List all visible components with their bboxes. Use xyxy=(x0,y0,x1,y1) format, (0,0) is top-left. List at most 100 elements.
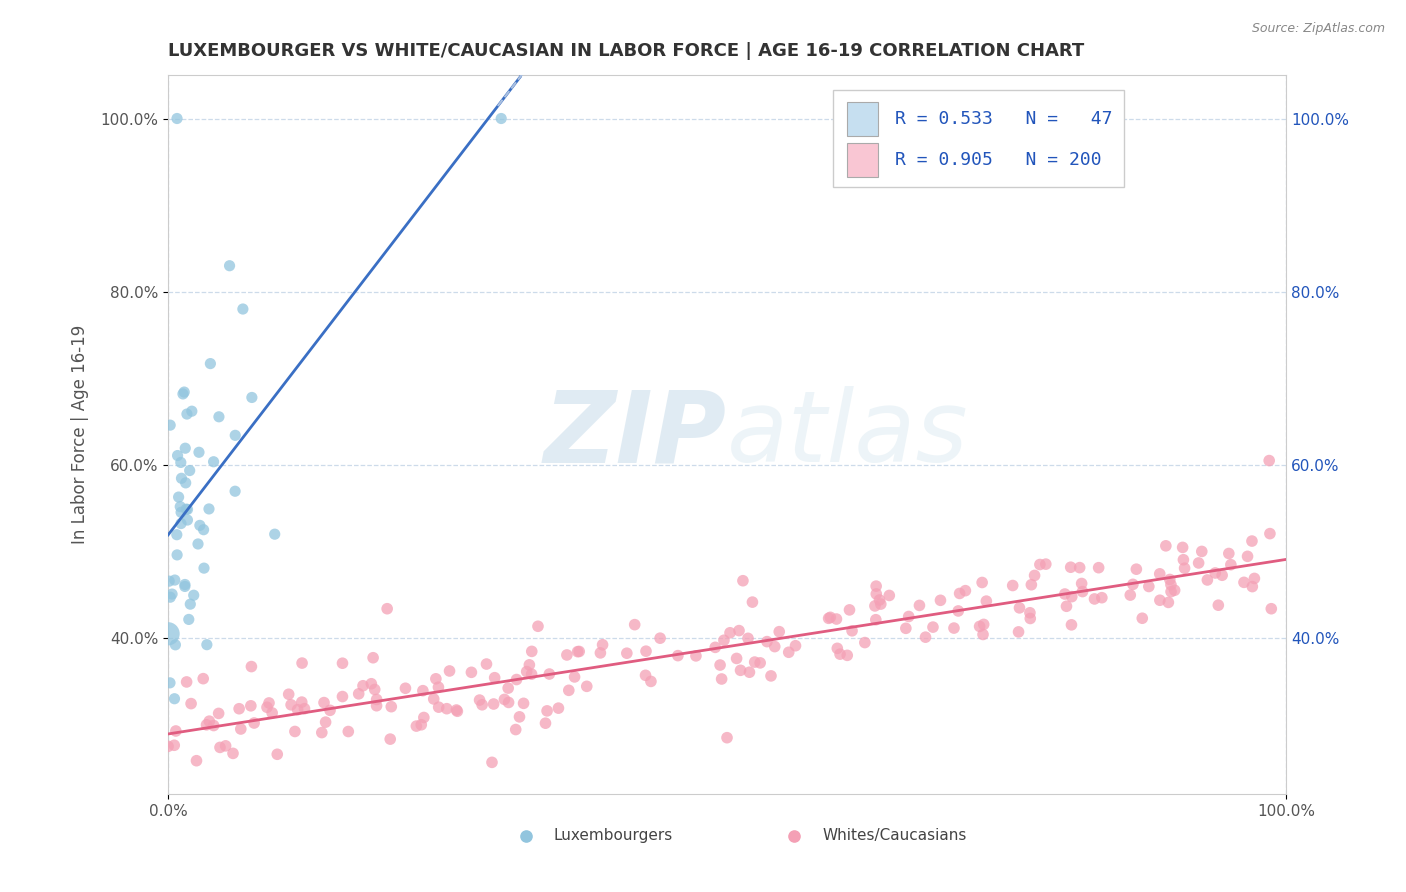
Point xyxy=(1008,600,1031,615)
Point xyxy=(364,682,387,697)
Point xyxy=(709,658,731,673)
Point xyxy=(725,651,748,665)
Point xyxy=(422,692,444,706)
Point xyxy=(616,646,638,660)
Point xyxy=(352,679,374,693)
Point xyxy=(817,611,839,625)
Point xyxy=(193,561,215,575)
Text: Source: ZipAtlas.com: Source: ZipAtlas.com xyxy=(1251,22,1385,36)
Point xyxy=(1056,599,1078,614)
Point xyxy=(976,594,998,608)
Point xyxy=(1160,584,1182,599)
Point xyxy=(744,655,766,669)
Point xyxy=(1241,580,1264,594)
Point xyxy=(195,638,218,652)
Point xyxy=(157,739,180,754)
Point xyxy=(193,672,215,686)
Point xyxy=(1157,595,1180,609)
Point xyxy=(179,597,201,611)
Point xyxy=(243,716,266,731)
Point xyxy=(187,537,209,551)
Point xyxy=(311,725,333,739)
Point xyxy=(157,574,180,589)
Point xyxy=(170,505,193,519)
Point xyxy=(969,619,991,633)
Point xyxy=(519,657,541,672)
Point xyxy=(527,619,550,633)
Point xyxy=(157,627,180,641)
Text: Luxembourgers: Luxembourgers xyxy=(554,828,673,843)
Point xyxy=(1149,566,1171,581)
Point xyxy=(869,593,891,607)
Point xyxy=(1258,526,1281,541)
Y-axis label: In Labor Force | Age 16-19: In Labor Force | Age 16-19 xyxy=(72,325,89,544)
Point xyxy=(1197,573,1219,587)
Point xyxy=(666,648,689,663)
Point xyxy=(948,604,970,618)
Point xyxy=(1024,568,1046,582)
Point xyxy=(160,587,183,601)
Point xyxy=(496,681,519,695)
Point xyxy=(741,595,763,609)
Point xyxy=(942,621,965,635)
Point xyxy=(312,696,335,710)
Point xyxy=(1119,588,1142,602)
Point xyxy=(534,716,557,731)
Point xyxy=(837,648,859,663)
Point xyxy=(166,449,188,463)
Point xyxy=(436,701,458,715)
Point xyxy=(257,696,280,710)
Point xyxy=(520,667,543,681)
Point xyxy=(768,624,790,639)
Point xyxy=(853,635,876,649)
Bar xyxy=(846,143,877,178)
Point xyxy=(1243,571,1265,585)
Point xyxy=(256,700,278,714)
Point xyxy=(634,668,657,682)
Point xyxy=(738,665,761,680)
Point xyxy=(520,644,543,658)
Point xyxy=(315,715,337,730)
Point xyxy=(198,714,221,728)
Point xyxy=(1211,568,1233,582)
Point xyxy=(897,609,920,624)
Point xyxy=(1091,591,1114,605)
Point xyxy=(494,692,516,706)
Point xyxy=(1069,560,1091,574)
Point xyxy=(174,475,197,490)
Point xyxy=(1160,577,1182,591)
Point xyxy=(713,633,735,648)
Point xyxy=(170,516,193,531)
Point xyxy=(1007,624,1029,639)
Point xyxy=(1019,611,1042,625)
Point xyxy=(640,674,662,689)
Point xyxy=(498,695,520,709)
Point xyxy=(482,697,505,711)
Point xyxy=(319,703,342,717)
Point xyxy=(291,695,314,709)
Point xyxy=(1087,560,1109,574)
Point xyxy=(820,610,842,624)
Point xyxy=(176,675,198,690)
Point xyxy=(516,665,538,679)
Point xyxy=(287,703,309,717)
Point xyxy=(914,630,936,644)
Point xyxy=(1130,611,1153,625)
Point xyxy=(291,656,314,670)
Point xyxy=(202,455,225,469)
Point xyxy=(425,672,447,686)
Point xyxy=(240,391,263,405)
Point xyxy=(922,620,945,634)
Point xyxy=(183,588,205,602)
Point xyxy=(427,680,450,694)
Point xyxy=(176,407,198,421)
Point xyxy=(972,627,994,641)
Point xyxy=(879,589,901,603)
Point xyxy=(894,621,917,635)
Point xyxy=(710,672,733,686)
Point xyxy=(1122,577,1144,591)
Point xyxy=(865,587,887,601)
Text: R = 0.533   N =   47: R = 0.533 N = 47 xyxy=(894,110,1112,128)
Point xyxy=(163,573,186,587)
Point xyxy=(1149,593,1171,607)
